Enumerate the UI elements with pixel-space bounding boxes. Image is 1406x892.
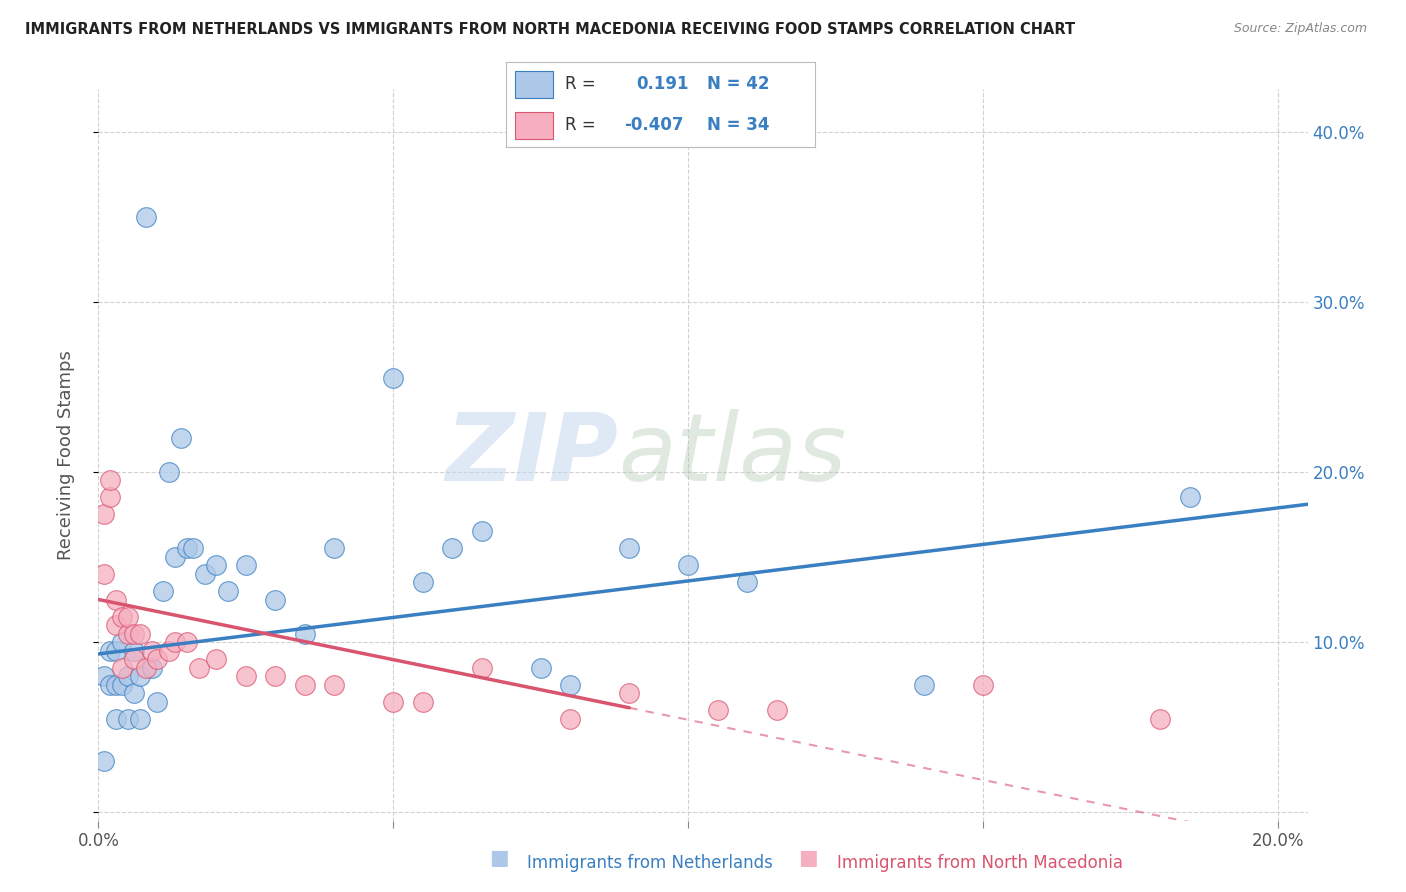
Point [181,541,204,556]
Point [93,508,115,522]
Point [117,609,139,624]
Text: R =: R = [565,76,596,94]
Point [111,635,134,649]
Point [530,660,553,674]
Point [678,558,700,573]
Point [264,592,287,607]
Point [170,431,193,445]
Point [471,524,494,539]
Point [98,491,121,505]
Point [441,541,464,556]
Point [619,686,641,700]
Point [98,677,121,691]
Point [135,210,157,224]
Point [235,669,257,683]
Point [105,677,128,691]
Point [294,626,316,640]
Point [235,558,257,573]
Point [117,669,139,683]
Point [157,643,180,657]
Point [157,465,180,479]
Point [217,584,239,599]
Point [93,754,115,768]
Point [146,652,169,666]
Text: 0.191: 0.191 [636,76,689,94]
Point [706,703,728,717]
Point [382,371,405,385]
Point [264,669,287,683]
Text: Immigrants from Netherlands: Immigrants from Netherlands [527,855,773,872]
Point [735,575,758,590]
Point [412,575,434,590]
Text: N = 42: N = 42 [707,76,769,94]
Point [765,703,787,717]
Point [111,609,134,624]
Point [1149,712,1171,726]
Text: IMMIGRANTS FROM NETHERLANDS VS IMMIGRANTS FROM NORTH MACEDONIA RECEIVING FOOD ST: IMMIGRANTS FROM NETHERLANDS VS IMMIGRANT… [25,22,1076,37]
Point [128,712,150,726]
Point [111,677,134,691]
Point [122,643,145,657]
Point [205,558,228,573]
Point [176,635,198,649]
Point [619,541,641,556]
Point [165,635,187,649]
Point [560,712,582,726]
Point [1178,491,1201,505]
Point [141,660,163,674]
Point [294,677,316,691]
Text: N = 34: N = 34 [707,116,769,134]
Point [146,695,169,709]
Point [912,677,935,691]
Point [105,643,128,657]
Point [111,660,134,674]
Point [93,669,115,683]
Point [141,643,163,657]
Point [205,652,228,666]
Text: atlas: atlas [619,409,846,500]
Point [128,669,150,683]
Point [135,660,157,674]
Point [122,626,145,640]
Point [105,592,128,607]
Point [152,584,174,599]
Point [117,712,139,726]
Point [128,626,150,640]
Point [105,712,128,726]
Bar [516,112,553,139]
Point [122,652,145,666]
Text: Source: ZipAtlas.com: Source: ZipAtlas.com [1233,22,1367,36]
Point [98,643,121,657]
Text: -0.407: -0.407 [624,116,683,134]
Text: ZIP: ZIP [446,409,619,501]
Point [194,566,217,581]
Point [412,695,434,709]
Text: ■: ■ [799,848,818,868]
Point [165,549,187,564]
Point [117,626,139,640]
Text: R =: R = [565,116,596,134]
Point [323,541,346,556]
Point [560,677,582,691]
Point [323,677,346,691]
Y-axis label: Receiving Food Stamps: Receiving Food Stamps [56,350,75,560]
Point [187,660,209,674]
Point [471,660,494,674]
Point [122,686,145,700]
Point [972,677,994,691]
Point [176,541,198,556]
Bar [516,71,553,98]
Text: ■: ■ [489,848,509,868]
Text: Immigrants from North Macedonia: Immigrants from North Macedonia [837,855,1122,872]
Point [93,566,115,581]
Point [98,474,121,488]
Point [382,695,405,709]
Point [105,618,128,632]
